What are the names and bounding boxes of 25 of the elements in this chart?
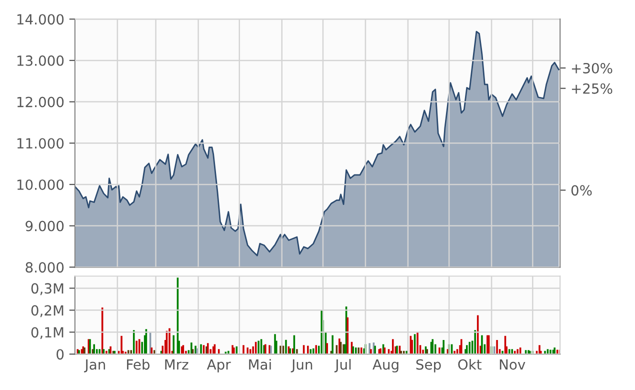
x-tick-label: Jun [290, 359, 312, 372]
x-tick-label: Aug [372, 359, 398, 372]
y-tick-label: 8.000 [26, 262, 64, 273]
x-tick-label: Mai [249, 358, 271, 370]
y-tick-label: 0 [56, 349, 64, 360]
y-tick-label: 12.000 [17, 96, 64, 108]
x-tick-label: Okt [458, 358, 482, 370]
x-tick-label: Sep [416, 359, 441, 372]
y-tick-label: 10.000 [17, 179, 64, 190]
y-tick-label: 11.000 [17, 138, 64, 149]
y-tick-label: 9.000 [26, 220, 64, 232]
x-tick-label: Feb [127, 358, 150, 370]
y-tick-label: 0,1M [31, 327, 64, 340]
y-tick-label: 0,3M [31, 283, 64, 296]
y-tick-label: 13.000 [17, 55, 64, 66]
y-tick-label: 0,2M [31, 305, 64, 318]
x-tick-label: Jan [84, 359, 106, 372]
y2-tick-label: +25% [572, 83, 612, 94]
y2-tick-label: 0% [571, 185, 592, 196]
x-tick-label: Mrz [165, 359, 188, 370]
y-tick-label: 14.000 [17, 14, 64, 25]
x-tick-label: Nov [500, 359, 526, 370]
x-tick-label: Apr [206, 359, 231, 372]
y2-tick-label: +30% [572, 62, 612, 74]
x-tick-label: Jul [334, 358, 351, 372]
